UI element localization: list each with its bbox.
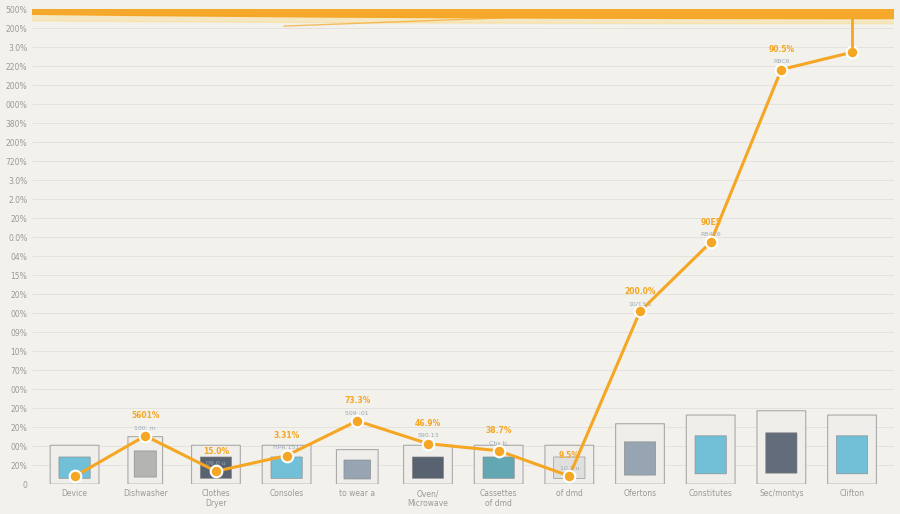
- Text: 9.5%: 9.5%: [559, 451, 580, 461]
- Text: 5601%: 5601%: [131, 411, 159, 420]
- Point: [350, 417, 365, 425]
- FancyBboxPatch shape: [201, 457, 231, 479]
- Text: HPR 151: HPR 151: [274, 446, 300, 450]
- Text: 90E5: 90E5: [700, 218, 721, 227]
- Point: [562, 472, 577, 480]
- FancyBboxPatch shape: [836, 436, 868, 474]
- Text: RBC6: RBC6: [773, 59, 789, 64]
- Point: [209, 467, 223, 475]
- FancyBboxPatch shape: [625, 442, 655, 475]
- FancyBboxPatch shape: [474, 445, 523, 484]
- Text: Chs b.: Chs b.: [489, 440, 508, 446]
- FancyBboxPatch shape: [128, 437, 163, 484]
- Text: 509 :01: 509 :01: [346, 411, 369, 416]
- Point: [633, 307, 647, 316]
- FancyBboxPatch shape: [192, 445, 240, 484]
- Text: 3.31%: 3.31%: [274, 431, 300, 440]
- FancyBboxPatch shape: [58, 457, 90, 479]
- Text: 73.3%: 73.3%: [344, 396, 371, 406]
- Text: 100. m: 100. m: [134, 426, 156, 431]
- Text: 09.0 u: 09.0 u: [206, 461, 226, 466]
- Point: [68, 472, 82, 481]
- FancyBboxPatch shape: [337, 450, 378, 484]
- FancyBboxPatch shape: [544, 445, 594, 484]
- Circle shape: [0, 0, 900, 24]
- Text: 200.0%: 200.0%: [625, 287, 656, 296]
- Text: RB4C6: RB4C6: [700, 232, 721, 237]
- Point: [774, 65, 788, 74]
- Text: 10/13.1: 10/13.1: [628, 301, 652, 306]
- Text: 10.1 u: 10.1 u: [560, 466, 579, 471]
- FancyBboxPatch shape: [403, 445, 453, 484]
- Point: [421, 439, 436, 448]
- FancyBboxPatch shape: [271, 457, 302, 479]
- Circle shape: [0, 0, 900, 19]
- Point: [279, 451, 293, 460]
- FancyBboxPatch shape: [50, 445, 99, 484]
- FancyBboxPatch shape: [687, 415, 735, 484]
- Point: [491, 447, 506, 455]
- Text: S90.13: S90.13: [418, 433, 439, 438]
- FancyBboxPatch shape: [412, 457, 444, 479]
- FancyBboxPatch shape: [344, 460, 371, 479]
- FancyBboxPatch shape: [262, 445, 311, 484]
- FancyBboxPatch shape: [757, 411, 806, 484]
- FancyBboxPatch shape: [554, 457, 585, 479]
- FancyBboxPatch shape: [616, 424, 664, 484]
- Text: 38.7%: 38.7%: [485, 426, 512, 435]
- Text: 15.0%: 15.0%: [202, 447, 229, 456]
- FancyBboxPatch shape: [483, 457, 514, 479]
- FancyBboxPatch shape: [766, 433, 797, 473]
- FancyBboxPatch shape: [695, 436, 726, 474]
- Point: [845, 48, 859, 57]
- Text: 46.9%: 46.9%: [415, 419, 441, 428]
- FancyBboxPatch shape: [828, 415, 877, 484]
- Text: 90.5%: 90.5%: [769, 45, 795, 54]
- Point: [704, 238, 718, 246]
- FancyBboxPatch shape: [134, 451, 157, 477]
- Point: [138, 432, 152, 440]
